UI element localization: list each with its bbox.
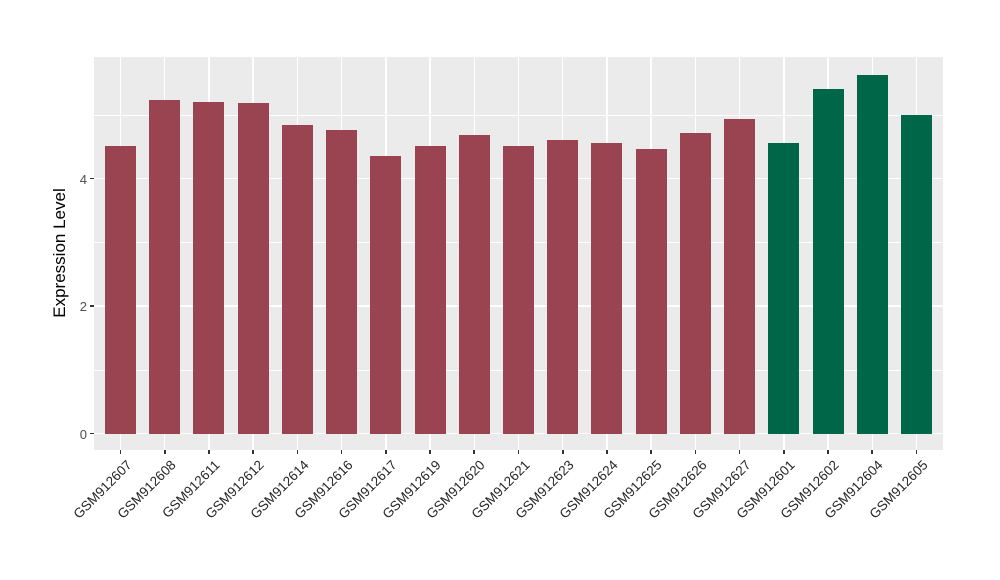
y-tick-label: 4 — [79, 171, 87, 187]
bar-GSM912619 — [414, 146, 446, 434]
x-axis-tick — [385, 450, 387, 454]
bar-GSM912605 — [900, 115, 932, 434]
bar-GSM912614 — [281, 124, 313, 434]
bar-GSM912601 — [768, 143, 800, 434]
y-axis-tick — [90, 177, 94, 180]
x-axis-tick — [252, 450, 254, 454]
bar-GSM912627 — [724, 118, 756, 434]
bar-GSM912607 — [105, 146, 137, 434]
y-tick-label: 2 — [79, 299, 87, 314]
bar-GSM912612 — [237, 102, 269, 434]
x-axis-tick — [827, 450, 829, 454]
y-tick-label: 0 — [79, 426, 87, 442]
x-axis-tick — [163, 450, 166, 454]
bar-GSM912621 — [503, 146, 534, 434]
x-axis-tick — [429, 450, 431, 454]
bar-GSM912608 — [149, 100, 181, 434]
x-axis-tick — [119, 450, 122, 454]
x-axis-tick — [783, 450, 785, 454]
x-axis-tick — [208, 450, 210, 454]
bar-GSM912611 — [193, 102, 225, 434]
bar-GSM912617 — [370, 155, 402, 434]
plot-panel — [94, 57, 943, 450]
x-axis-tick — [296, 450, 299, 454]
x-axis-tick — [561, 450, 564, 454]
y-axis-tick — [90, 432, 94, 435]
bar-GSM912625 — [635, 148, 667, 434]
x-axis-tick — [606, 450, 608, 454]
x-axis-tick — [650, 450, 652, 454]
bar-GSM912616 — [326, 130, 358, 434]
x-axis-tick — [517, 450, 520, 454]
bar-GSM912604 — [856, 74, 888, 434]
bar-GSM912624 — [591, 143, 623, 434]
bar-GSM912602 — [812, 88, 844, 434]
bar-GSM912620 — [458, 135, 490, 434]
bar-GSM912626 — [679, 133, 711, 434]
x-axis-tick — [915, 450, 918, 454]
x-axis-tick — [340, 450, 343, 454]
x-axis-tick — [473, 450, 476, 454]
bar-GSM912623 — [547, 140, 579, 434]
y-axis-title: Expression Level — [50, 188, 69, 318]
x-axis-tick — [694, 450, 697, 454]
y-axis-tick — [90, 305, 94, 307]
x-axis-tick — [871, 450, 874, 454]
x-axis-tick — [738, 450, 741, 454]
